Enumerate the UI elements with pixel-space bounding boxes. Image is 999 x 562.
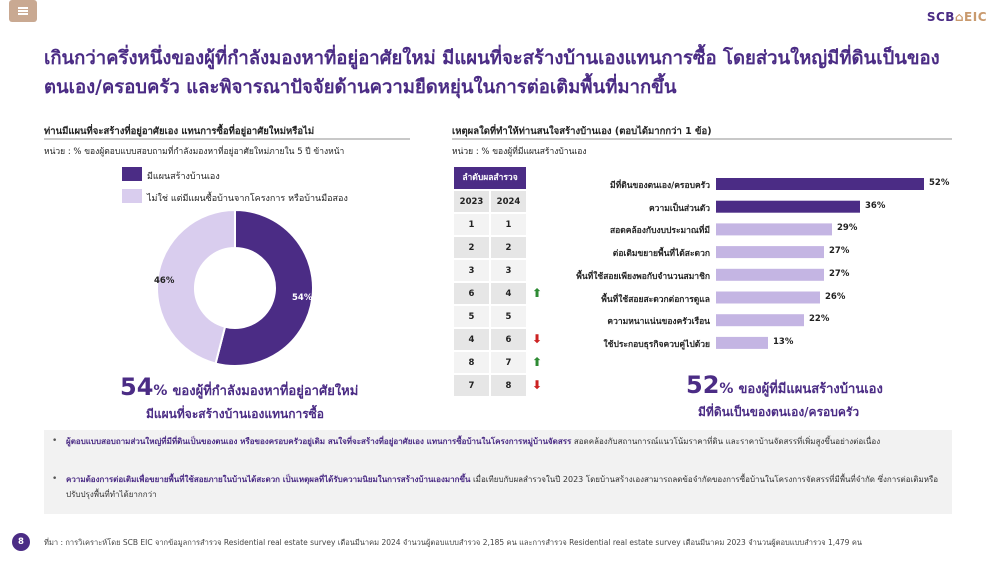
scb-eic-logo: SCB⌂EIC	[926, 10, 987, 24]
arrow-down-icon: ⬇	[532, 378, 543, 392]
right-divider	[452, 138, 952, 140]
legend-label-plan: มีแผนสร้างบ้านเอง	[147, 172, 220, 182]
donut-segment-buy	[156, 210, 236, 365]
reasons-bar-chart	[716, 178, 924, 349]
bar-category-label: ความหนาแน่นของครัวเรือน	[607, 317, 710, 328]
menu-button[interactable]	[9, 0, 37, 22]
bar-category-label: พื้นที่ใช้สอยสะดวกต่อการดูแล	[601, 294, 710, 305]
bar-category-label: ใช้ประกอบธุรกิจควบคู่ไปด้วย	[603, 339, 710, 350]
rank-cell-y2023: 2	[454, 237, 489, 258]
rank-cell-y2023: 1	[454, 214, 489, 235]
rank-year-2024: 2024	[491, 191, 526, 212]
rank-year-2023: 2023	[454, 191, 489, 212]
rank-cell-y2023: 4	[454, 329, 489, 350]
hamburger-icon	[18, 6, 28, 17]
rank-cell-y2024: 8	[491, 375, 526, 396]
bar	[716, 178, 924, 190]
right-highlight-text: ของผู้ที่มีแผนสร้างบ้านเอง	[738, 382, 883, 397]
right-panel-heading: เหตุผลใดที่ทำให้ท่านสนใจสร้างบ้านเอง (ตอ…	[452, 126, 712, 137]
arrow-down-icon: ⬇	[532, 332, 543, 346]
bar-value-label: 27%	[829, 268, 850, 279]
bar	[716, 268, 824, 281]
left-highlight-number: 54%	[120, 373, 168, 401]
bar	[716, 200, 860, 213]
bar-value-label: 26%	[825, 291, 846, 302]
legend-swatch-plan	[122, 167, 142, 181]
left-panel-unit: หน่วย : % ของผู้ตอบแบบสอบถามที่กำลังมองห…	[44, 147, 345, 157]
right-highlight-line2: มีที่ดินเป็นของตนเอง/ครอบครัว	[698, 405, 860, 419]
rank-cell-y2024: 1	[491, 214, 526, 235]
legend-swatch-buy	[122, 189, 142, 203]
rank-cell-y2024: 5	[491, 306, 526, 327]
bar-category-label: สอดคล้องกับงบประมาณที่มี	[609, 226, 710, 237]
right-highlight-number: 52%	[686, 371, 734, 399]
rank-cell-y2023: 7	[454, 375, 489, 396]
bullet-icon: •	[52, 474, 58, 484]
bar-category-label: มีที่ดินของตนเอง/ครอบครัว	[610, 181, 710, 191]
bar-value-label: 52%	[929, 178, 950, 188]
bar-value-label: 22%	[809, 314, 830, 325]
bar	[716, 336, 768, 349]
source-note: ที่มา : การวิเคราะห์โดย SCB EIC จากข้อมู…	[44, 538, 862, 547]
donut-segment-plan	[214, 210, 314, 367]
donut-label-plan: 54%	[292, 293, 313, 303]
left-panel-heading: ท่านมีแผนที่จะสร้างที่อยู่อาศัยเอง แทนกา…	[44, 126, 315, 137]
page-title: เกินกว่าครึ่งหนึ่งของผู้ที่กำลังมองหาที่…	[44, 48, 940, 98]
rank-cell-y2023: 3	[454, 260, 489, 281]
bar-category-label: ความเป็นส่วนตัว	[648, 203, 710, 214]
bar	[716, 246, 824, 259]
rank-cell-y2023: 6	[454, 283, 489, 304]
bar-category-label: พื้นที่ใช้สอยเพียงพอกับจำนวนสมาชิก	[576, 271, 710, 282]
note-2: ความต้องการต่อเติมเพื่อขยายพื้นที่ใช้สอย…	[66, 475, 939, 499]
bar-value-label: 29%	[837, 223, 858, 234]
rank-table: 2023 2024 1 1 2 2 3 3 6 4 ⬆ 5 5 4 6 ⬇ 8 7 ⬆ 7 8 ⬇	[454, 191, 542, 401]
rank-cell-y2024: 4	[491, 283, 526, 304]
note-1: ผู้ตอบแบบสอบถามส่วนใหญ่ที่มีที่ดินเป็นขอ…	[66, 437, 881, 446]
left-highlight-text: ของผู้ที่กำลังมองหาที่อยู่อาศัยใหม่	[172, 384, 359, 399]
legend-label-buy: ไม่ใช่ แต่มีแผนซื้อบ้านจากโครงการ หรือบ้…	[147, 194, 348, 204]
rank-cell-y2023: 8	[454, 352, 489, 373]
bar-category-label: ต่อเติมขยายพื้นที่ได้สะดวก	[612, 249, 710, 260]
left-divider	[44, 138, 410, 140]
bar-value-label: 27%	[829, 246, 850, 257]
left-highlight-line2: มีแผนที่จะสร้างบ้านเองแทนการซื้อ	[146, 407, 325, 421]
right-panel-unit: หน่วย : % ของผู้ที่มีแผนสร้างบ้านเอง	[452, 147, 587, 157]
bar-value-label: 13%	[773, 336, 794, 347]
rank-cell-y2024: 2	[491, 237, 526, 258]
donut-chart	[156, 210, 314, 367]
bar	[716, 314, 804, 327]
donut-label-buy: 46%	[154, 276, 175, 286]
notes-box: • ผู้ตอบแบบสอบถามส่วนใหญ่ที่มีที่ดินเป็น…	[44, 430, 952, 514]
rank-cell-y2024: 3	[491, 260, 526, 281]
house-icon: ⌂	[954, 10, 965, 24]
rank-table-title: ลำดับผลสำรวจ	[454, 167, 526, 189]
left-highlight: 54% ของผู้ที่กำลังมองหาที่อยู่อาศัยใหม่	[120, 373, 358, 401]
rank-cell-y2023: 5	[454, 306, 489, 327]
rank-cell-y2024: 7	[491, 352, 526, 373]
page-number: 8	[12, 533, 30, 551]
arrow-up-icon: ⬆	[532, 286, 543, 300]
bar-value-label: 36%	[865, 200, 886, 211]
arrow-up-icon: ⬆	[532, 355, 543, 369]
bar	[716, 291, 820, 304]
right-highlight: 52% ของผู้ที่มีแผนสร้างบ้านเอง	[686, 371, 883, 399]
rank-cell-y2024: 6	[491, 329, 526, 350]
bullet-icon: •	[52, 436, 58, 446]
bar	[716, 223, 832, 236]
